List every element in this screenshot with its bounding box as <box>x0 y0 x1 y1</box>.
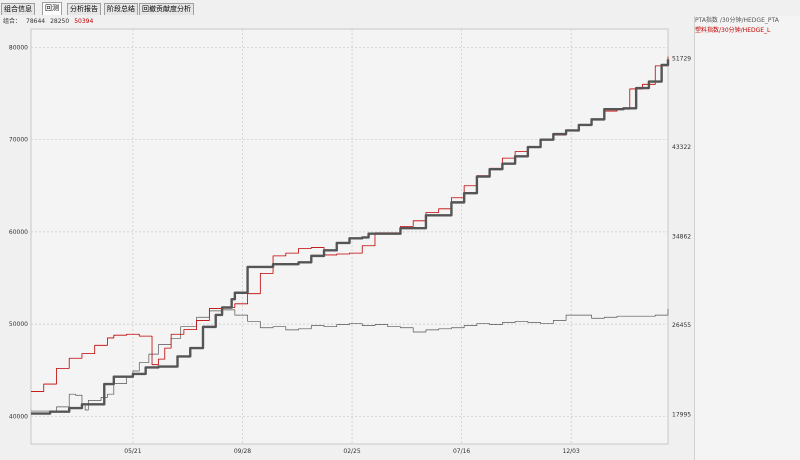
lower-panel <box>694 262 800 460</box>
left-tick-label: 50000 <box>9 321 28 328</box>
summary-value-2: 28250 <box>50 18 70 25</box>
tab-analysis-report[interactable]: 分析报告 <box>67 3 101 15</box>
x-tick-label: 12/03 <box>563 448 580 455</box>
right-tick-label: 43322 <box>672 144 691 151</box>
left-tick-label: 40000 <box>9 413 28 420</box>
series-line-pta <box>31 308 669 412</box>
tab-portfolio-info[interactable]: 组合信息 <box>1 3 35 15</box>
summary-value-3: 50394 <box>74 18 94 25</box>
legend-item-pta[interactable]: PTA指数 /30分钟/HEDGE_PTA <box>695 17 779 24</box>
right-tick-label: 17995 <box>672 411 691 418</box>
equity-chart: 40000 50000 60000 70000 80000 17995 26455 34862… <box>9 28 691 455</box>
right-tick-label: 34862 <box>672 233 691 240</box>
portfolio-summary: 组合： 78644 28250 50394 <box>3 16 98 25</box>
legend-panel: PTA指数 /30分钟/HEDGE_PTA 塑料指数/30分钟/HEDGE_L <box>694 16 800 263</box>
tab-bar: 组合信息 回测 分析报告 阶段总结 回撤贡献度分析 <box>0 0 800 15</box>
summary-label: 组合： <box>3 18 22 25</box>
tab-stage-summary[interactable]: 阶段总结 <box>104 3 138 15</box>
summary-value-1: 78644 <box>26 18 46 25</box>
x-tick-label: 02/25 <box>343 448 360 455</box>
x-tick-label: 09/28 <box>234 448 251 455</box>
x-tick-label: 05/21 <box>124 448 141 455</box>
left-tick-label: 80000 <box>9 44 28 51</box>
left-tick-label: 70000 <box>9 137 28 144</box>
left-tick-label: 60000 <box>9 229 28 236</box>
tab-backtest[interactable]: 回测 <box>42 2 62 15</box>
right-tick-label: 51729 <box>672 56 691 63</box>
right-tick-label: 26455 <box>672 322 691 329</box>
x-tick-label: 07/16 <box>453 448 470 455</box>
tab-drawdown-contribution[interactable]: 回撤贡献度分析 <box>139 3 194 15</box>
legend-item-plastic[interactable]: 塑料指数/30分钟/HEDGE_L <box>695 27 771 34</box>
